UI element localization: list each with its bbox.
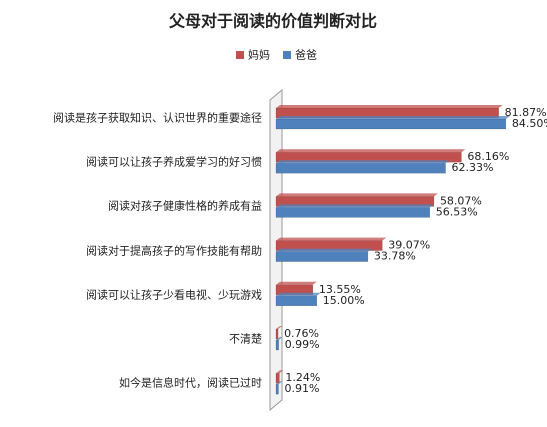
bar-top [276, 204, 434, 208]
value-label: 81.87% [505, 106, 547, 119]
value-label: 58.07% [440, 194, 482, 207]
legend-label: 爸爸 [295, 49, 317, 62]
bar-top [276, 237, 387, 241]
bar-top [276, 381, 283, 385]
value-label: 15.00% [323, 294, 365, 307]
category-label: 阅读对孩子健康性格的养成有益 [108, 199, 262, 213]
value-label: 84.50% [512, 117, 547, 130]
bar [275, 118, 507, 130]
value-label: 68.16% [467, 150, 509, 163]
chart-title: 父母对于阅读的价值判断对比 [168, 12, 377, 31]
legend-swatch [283, 51, 291, 59]
category-label: 阅读对于提高孩子的写作技能有帮助 [86, 244, 262, 258]
legend-swatch [236, 51, 244, 59]
category-label: 阅读可以让孩子养成爱学习的好习惯 [86, 155, 262, 169]
value-label: 56.53% [436, 205, 478, 218]
value-label: 0.99% [285, 338, 320, 351]
value-label: 33.78% [374, 250, 416, 263]
bar [275, 328, 279, 340]
category-label: 不清楚 [229, 332, 262, 346]
bar-top [276, 292, 321, 296]
bar-top [276, 149, 466, 153]
bar-top [276, 248, 372, 252]
bar [275, 295, 318, 307]
value-label: 0.76% [284, 327, 319, 340]
bar [275, 251, 369, 262]
bar-top [276, 193, 438, 197]
value-label: 0.91% [284, 382, 319, 395]
bar-top [276, 116, 510, 119]
category-label: 阅读可以让孩子少看电视、少玩游戏 [86, 288, 262, 302]
legend-label: 妈妈 [248, 48, 270, 62]
bar [275, 207, 431, 218]
bar-top [276, 370, 284, 374]
value-label: 13.55% [319, 283, 361, 296]
value-label: 39.07% [388, 239, 430, 252]
bar [275, 372, 280, 384]
bar [275, 162, 446, 174]
category-label: 如今是信息时代，阅读已过时 [119, 376, 262, 390]
value-label: 62.33% [452, 161, 494, 174]
bar [275, 383, 279, 395]
category-label: 阅读是孩子获取知识、认识世界的重要途径 [53, 111, 262, 125]
bar-top [276, 105, 503, 108]
bar-top [276, 281, 317, 285]
bar-top [276, 326, 283, 329]
bar-top [276, 337, 283, 340]
bar-top [276, 160, 450, 164]
bar [275, 339, 279, 351]
value-label: 1.24% [285, 371, 320, 384]
